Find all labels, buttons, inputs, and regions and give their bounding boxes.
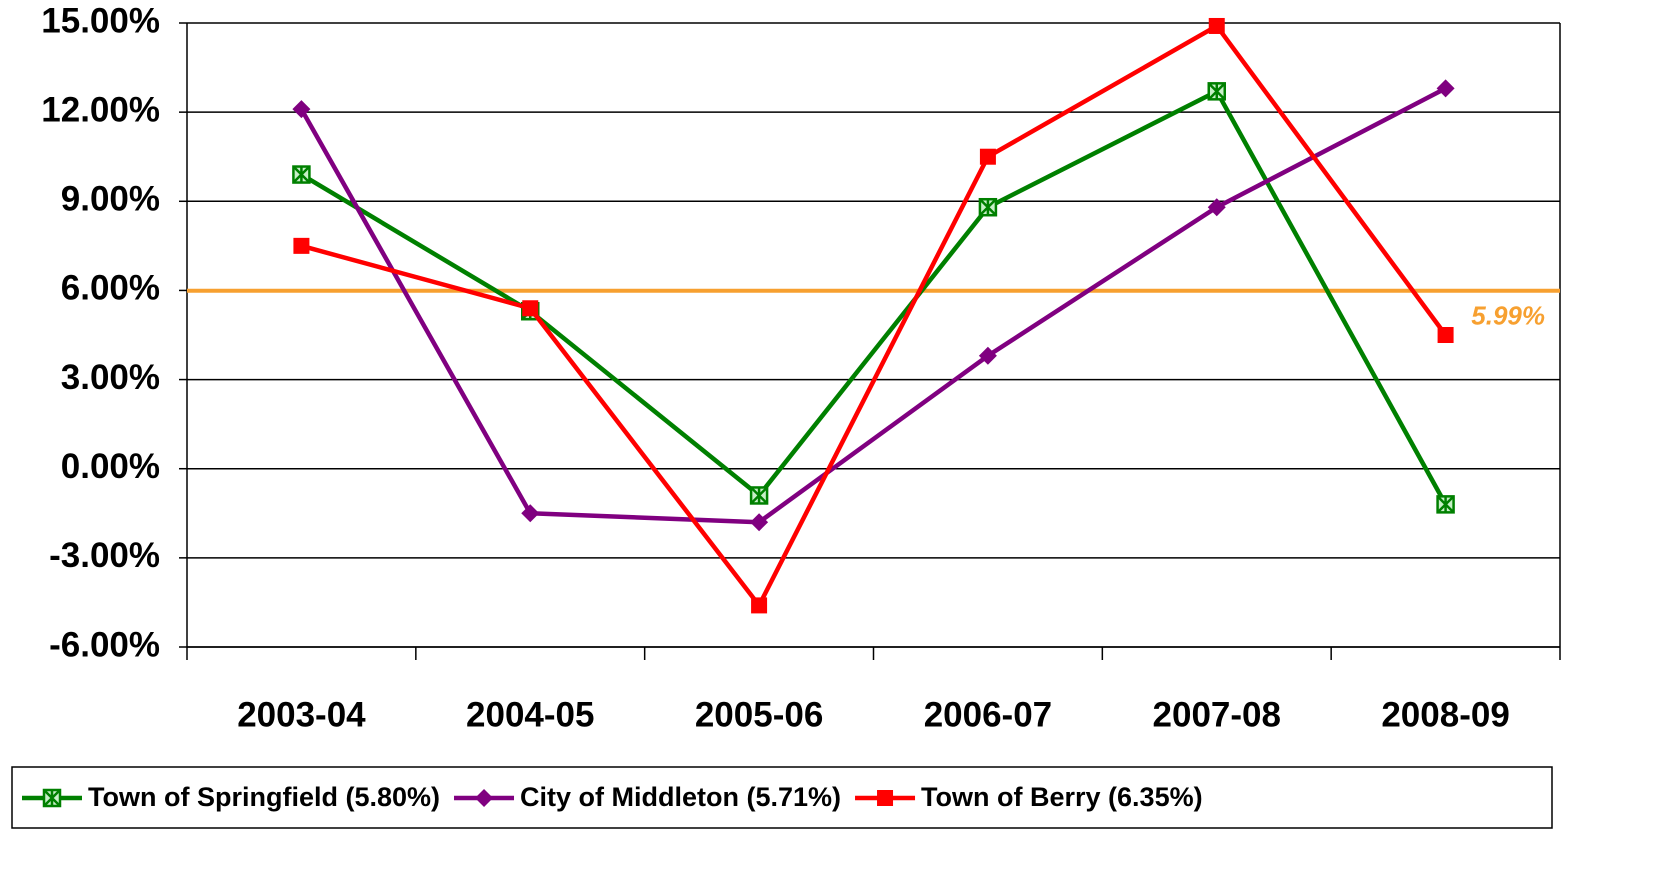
y-tick-label: -3.00% [49,536,160,575]
marker [751,597,768,614]
marker [292,100,311,119]
marker-shape [1207,198,1226,217]
marker-cross [750,486,768,505]
x-tick-label: 2006-07 [924,695,1052,734]
x-tick-label: 2007-08 [1153,695,1281,734]
marker-shape [750,513,769,532]
y-tick-label: -6.00% [49,625,160,664]
marker [1437,327,1454,343]
marker [522,300,539,317]
marker [292,165,311,184]
x-tick-label: 2005-06 [695,695,823,734]
marker-shape [1436,79,1455,98]
y-tick-label: 0.00% [61,447,160,486]
marker-shape [475,789,494,807]
marker-shape [1437,327,1454,343]
y-tick-label: 12.00% [41,90,160,129]
legend-item: Town of Berry (6.35%) [855,782,1203,812]
marker-shape [751,597,768,614]
marker [1436,79,1455,98]
series-line [299,86,1447,525]
x-tick-label: 2008-09 [1381,695,1509,734]
marker [42,788,62,808]
marker-shape [979,148,996,165]
marker-shape [522,300,539,317]
y-tick-label: 9.00% [61,180,160,219]
series-line [300,23,1448,608]
marker [1436,495,1455,514]
marker [1207,198,1226,217]
marker-cross [1207,82,1226,101]
marker-shape [292,100,311,119]
y-tick-label: 3.00% [61,358,160,397]
legend-item: Town of Springfield (5.80%) [22,782,440,812]
marker-shape [1208,17,1225,34]
marker [521,504,540,523]
legend-label: Town of Springfield (5.80%) [88,782,440,812]
x-tick-label: 2003-04 [237,695,366,734]
legend-label: Town of Berry (6.35%) [921,782,1203,812]
marker [877,790,894,806]
legend-item: City of Middleton (5.71%) [454,782,841,812]
marker [1208,17,1225,34]
marker-cross [292,165,311,184]
marker [978,346,997,365]
marker [475,789,494,807]
y-tick-label: 6.00% [61,269,160,308]
y-tick-label: 15.00% [41,1,160,40]
marker-shape [877,790,894,806]
legend-label: City of Middleton (5.71%) [520,782,841,812]
marker-shape [293,237,310,254]
marker-shape [521,504,540,523]
legend: Town of Springfield (5.80%) City of Middl… [11,766,1553,829]
marker [979,148,996,165]
marker [978,197,998,217]
reference-label: 5.99% [1471,301,1545,331]
marker [750,513,769,532]
x-tick-label: 2004-05 [466,695,594,734]
marker-cross [43,789,61,807]
marker [293,237,310,254]
marker [749,486,769,505]
marker-cross [1436,495,1455,514]
series-line [300,89,1448,506]
marker-cross [979,198,997,217]
legend-box [11,766,1553,829]
marker-shape [978,346,997,365]
marker [1207,82,1226,101]
